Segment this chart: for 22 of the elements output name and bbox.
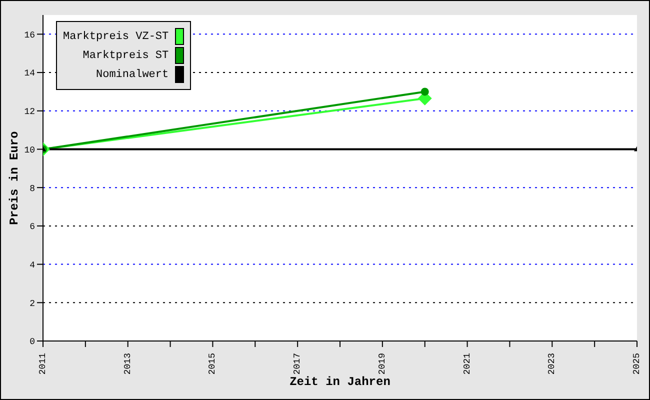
y-tick-label: 14 xyxy=(24,68,35,79)
y-tick-label: 8 xyxy=(30,184,35,194)
x-tick-label: 2011 xyxy=(38,353,48,375)
x-tick-label: 2015 xyxy=(208,353,218,375)
x-tick-label: 2019 xyxy=(377,353,388,375)
y-tick-label: 16 xyxy=(24,30,35,40)
y-tick-label: 12 xyxy=(24,107,35,118)
y-tick-label: 10 xyxy=(24,145,35,156)
x-tick-label: 2021 xyxy=(462,353,472,375)
x-tick-label: 2023 xyxy=(547,353,558,375)
x-tick-label: 2025 xyxy=(632,353,642,375)
y-tick-label: 6 xyxy=(30,222,35,232)
y-tick-label: 0 xyxy=(30,337,35,348)
x-tick-label: 2013 xyxy=(122,353,133,375)
x-tick-label: 2017 xyxy=(292,353,303,375)
legend-label: Marktpreis VZ-ST xyxy=(63,30,169,42)
legend-label: Marktpreis ST xyxy=(82,50,169,62)
x-axis-title: Zeit in Jahren xyxy=(290,375,390,389)
legend-label: Nominalwert xyxy=(96,68,169,80)
y-axis-title: Preis in Euro xyxy=(7,131,22,225)
y-tick-label: 2 xyxy=(30,298,35,309)
y-tick-label: 4 xyxy=(30,260,35,270)
